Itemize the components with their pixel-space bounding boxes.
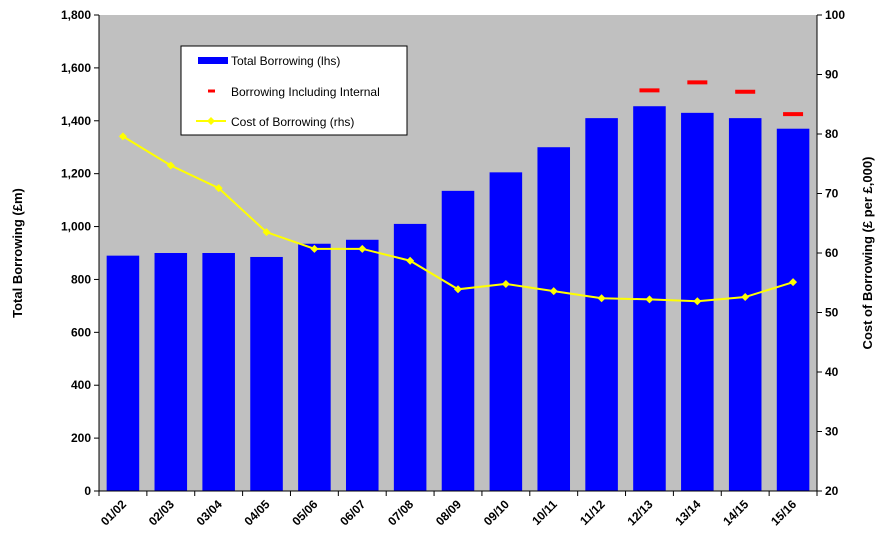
- bar-14-15: [728, 118, 762, 491]
- y-tick-label-left: 600: [71, 325, 91, 339]
- x-tick-label: 01/02: [98, 497, 129, 528]
- line-series-cost-of-borrowing: [118, 132, 798, 306]
- y-tick-label-left: 1,400: [61, 114, 91, 128]
- y-tick-label-right: 60: [825, 246, 839, 260]
- y-tick-label-left: 200: [71, 431, 91, 445]
- y-axis-title-left: Total Borrowing (£m): [10, 188, 25, 318]
- bar-11-12: [585, 118, 618, 491]
- legend-label-borrowing-including-internal: Borrowing Including Internal: [231, 85, 380, 99]
- point-15-16: [789, 278, 798, 287]
- x-tick-label: 02/03: [146, 497, 177, 528]
- x-tick-label: 06/07: [337, 497, 368, 528]
- y-tick-label-left: 1,800: [61, 8, 91, 22]
- bar-02-03: [154, 253, 188, 491]
- x-tick-label: 10/11: [529, 497, 560, 528]
- y-axis-title-right: Cost of Borrowing (£ per £,000): [860, 157, 875, 350]
- bar-10-11: [537, 147, 571, 491]
- point-07-08: [406, 256, 415, 265]
- point-03-04: [214, 184, 223, 193]
- point-12-13: [645, 295, 654, 304]
- bar-03-04: [202, 253, 235, 491]
- point-02-03: [166, 161, 175, 170]
- y-tick-label-right: 30: [825, 425, 839, 439]
- bar-04-05: [250, 256, 283, 491]
- y-tick-label-right: 40: [825, 365, 839, 379]
- bar-09-10: [489, 172, 523, 491]
- point-10-11: [549, 287, 558, 296]
- point-09-10: [501, 279, 510, 288]
- y-tick-label-right: 80: [825, 127, 839, 141]
- x-tick-label: 04/05: [242, 497, 273, 528]
- point-01-02: [118, 132, 127, 141]
- y-tick-label-right: 70: [825, 187, 839, 201]
- x-tick-label: 07/08: [385, 497, 416, 528]
- y-tick-label-left: 800: [71, 272, 91, 286]
- marker-series-borrowing-including-internal: [639, 80, 804, 117]
- legend-swatch-bar: [198, 57, 228, 64]
- y-tick-label-right: 50: [825, 306, 839, 320]
- x-tick-label: 03/04: [194, 497, 225, 528]
- y-tick-label-left: 400: [71, 378, 91, 392]
- y-tick-label-left: 1,200: [61, 167, 91, 181]
- y-tick-label-left: 1,000: [61, 220, 91, 234]
- x-tick-label: 09/10: [481, 497, 512, 528]
- x-tick-label: 12/13: [624, 497, 655, 528]
- point-04-05: [262, 228, 271, 237]
- point-13-14: [693, 297, 702, 306]
- bar-07-08: [393, 223, 427, 491]
- x-tick-label: 15/16: [768, 497, 799, 528]
- y-tick-label-right: 100: [825, 8, 845, 22]
- x-tick-label: 05/06: [289, 497, 320, 528]
- bar-01-02: [106, 255, 140, 491]
- y-tick-label-right: 90: [825, 68, 839, 82]
- bar-series-total-borrowing: [106, 106, 810, 491]
- point-11-12: [597, 294, 606, 303]
- bar-15-16: [776, 128, 810, 491]
- point-06-07: [358, 244, 367, 253]
- point-08-09: [454, 285, 462, 294]
- point-05-06: [310, 244, 319, 253]
- y-tick-label-left: 0: [84, 484, 91, 498]
- legend-label-cost-of-borrowing: Cost of Borrowing (rhs): [231, 115, 354, 129]
- bar-08-09: [441, 190, 475, 491]
- x-tick-label: 08/09: [433, 497, 464, 528]
- point-14-15: [741, 293, 750, 302]
- x-tick-label: 11/12: [577, 497, 608, 528]
- y-tick-label-left: 1,600: [61, 61, 91, 75]
- legend: Total Borrowing (lhs) Borrowing Includin…: [180, 45, 408, 136]
- bar-06-07: [345, 239, 379, 491]
- x-tick-label: 14/15: [720, 497, 751, 528]
- y-tick-label-right: 20: [825, 484, 839, 498]
- bar-05-06: [298, 243, 331, 491]
- x-tick-label: 13/14: [672, 497, 703, 528]
- legend-swatch-point: [207, 117, 215, 125]
- legend-label-total-borrowing: Total Borrowing (lhs): [231, 54, 340, 68]
